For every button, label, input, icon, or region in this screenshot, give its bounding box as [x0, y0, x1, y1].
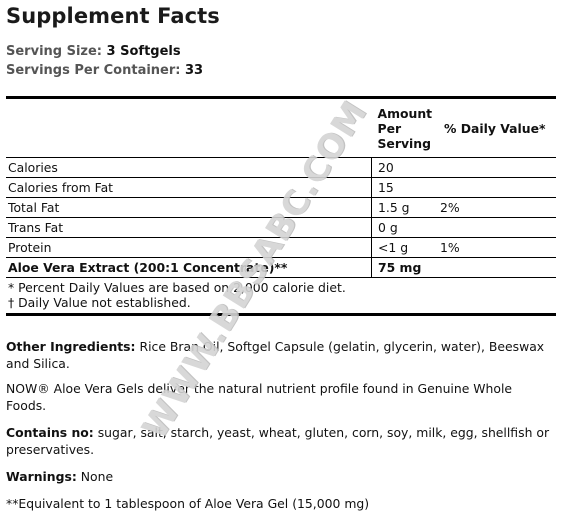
warnings: Warnings: None [6, 468, 554, 485]
nutrient-dv [436, 177, 556, 198]
serving-size: Serving Size: 3 Softgels [6, 44, 181, 59]
table-row: Total Fat 1.5 g 2% [6, 197, 556, 218]
nutrient-name: Calories [6, 157, 372, 178]
nutrient-name: Calories from Fat [6, 177, 372, 198]
servings-per-container-label: Servings Per Container: [6, 63, 181, 78]
nutrient-amount: 15 [371, 177, 436, 198]
serving-size-label: Serving Size: [6, 44, 103, 59]
other-ingredients: Other Ingredients: Rice Bran Oil, Softge… [6, 338, 554, 372]
nutrient-dv: 1% [436, 237, 556, 258]
bottom-thick-rule [6, 313, 556, 317]
header-daily-value: % Daily Value* [444, 120, 546, 136]
nutrient-amount: <1 g [371, 237, 436, 258]
nutrient-name: Protein [6, 237, 372, 258]
header-spacer [6, 99, 372, 158]
nutrition-table: Amount Per Serving % Daily Value* Calori… [6, 96, 556, 317]
contains-no: Contains no: sugar, salt, starch, yeast,… [6, 424, 554, 458]
nutrient-amount: 0 g [371, 217, 436, 238]
other-ingredients-text: Rice Bran Oil, Softgel Capsule (gelatin,… [6, 339, 545, 371]
table-footnotes: * Percent Daily Values are based on 2,00… [6, 277, 556, 315]
warnings-label: Warnings: [6, 469, 77, 484]
warnings-text: None [80, 469, 114, 484]
footnote-daily-values: * Percent Daily Values are based on 2,00… [8, 280, 346, 295]
table-row: Trans Fat 0 g [6, 217, 556, 238]
table-row: Protein <1 g 1% [6, 237, 556, 258]
nutrient-name: Aloe Vera Extract (200:1 Concentrate)** [6, 257, 372, 278]
nutrient-name: Total Fat [6, 197, 372, 218]
nutrient-name: Trans Fat [6, 217, 372, 238]
panel-title: Supplement Facts [6, 4, 220, 28]
table-row: Calories 20 [6, 157, 556, 178]
nutrient-amount: 20 [371, 157, 436, 178]
nutrient-dv [436, 157, 556, 178]
table-row: Aloe Vera Extract (200:1 Concentrate)** … [6, 257, 556, 278]
serving-size-value: 3 Softgels [106, 44, 181, 59]
header-amount: Amount Per Serving [377, 105, 433, 151]
contains-no-text: sugar, salt, starch, yeast, wheat, glute… [6, 425, 550, 457]
nutrient-amount: 1.5 g [371, 197, 436, 218]
product-description: NOW® Aloe Vera Gels deliver the natural … [6, 381, 513, 413]
contains-no-label: Contains no: [6, 425, 94, 440]
nutrient-dv [436, 257, 556, 278]
table-header-row: Amount Per Serving % Daily Value* [6, 99, 556, 158]
nutrient-dv: 2% [436, 197, 556, 218]
servings-per-container-value: 33 [185, 63, 204, 78]
nutrient-dv [436, 217, 556, 238]
equivalent-note: **Equivalent to 1 tablespoon of Aloe Ver… [6, 496, 370, 511]
nutrient-amount: 75 mg [371, 257, 436, 278]
servings-per-container: Servings Per Container: 33 [6, 63, 203, 78]
table-row: Calories from Fat 15 [6, 177, 556, 198]
top-thick-rule [6, 96, 556, 100]
other-ingredients-label: Other Ingredients: [6, 339, 136, 354]
footnote-not-established: † Daily Value not established. [8, 295, 191, 310]
